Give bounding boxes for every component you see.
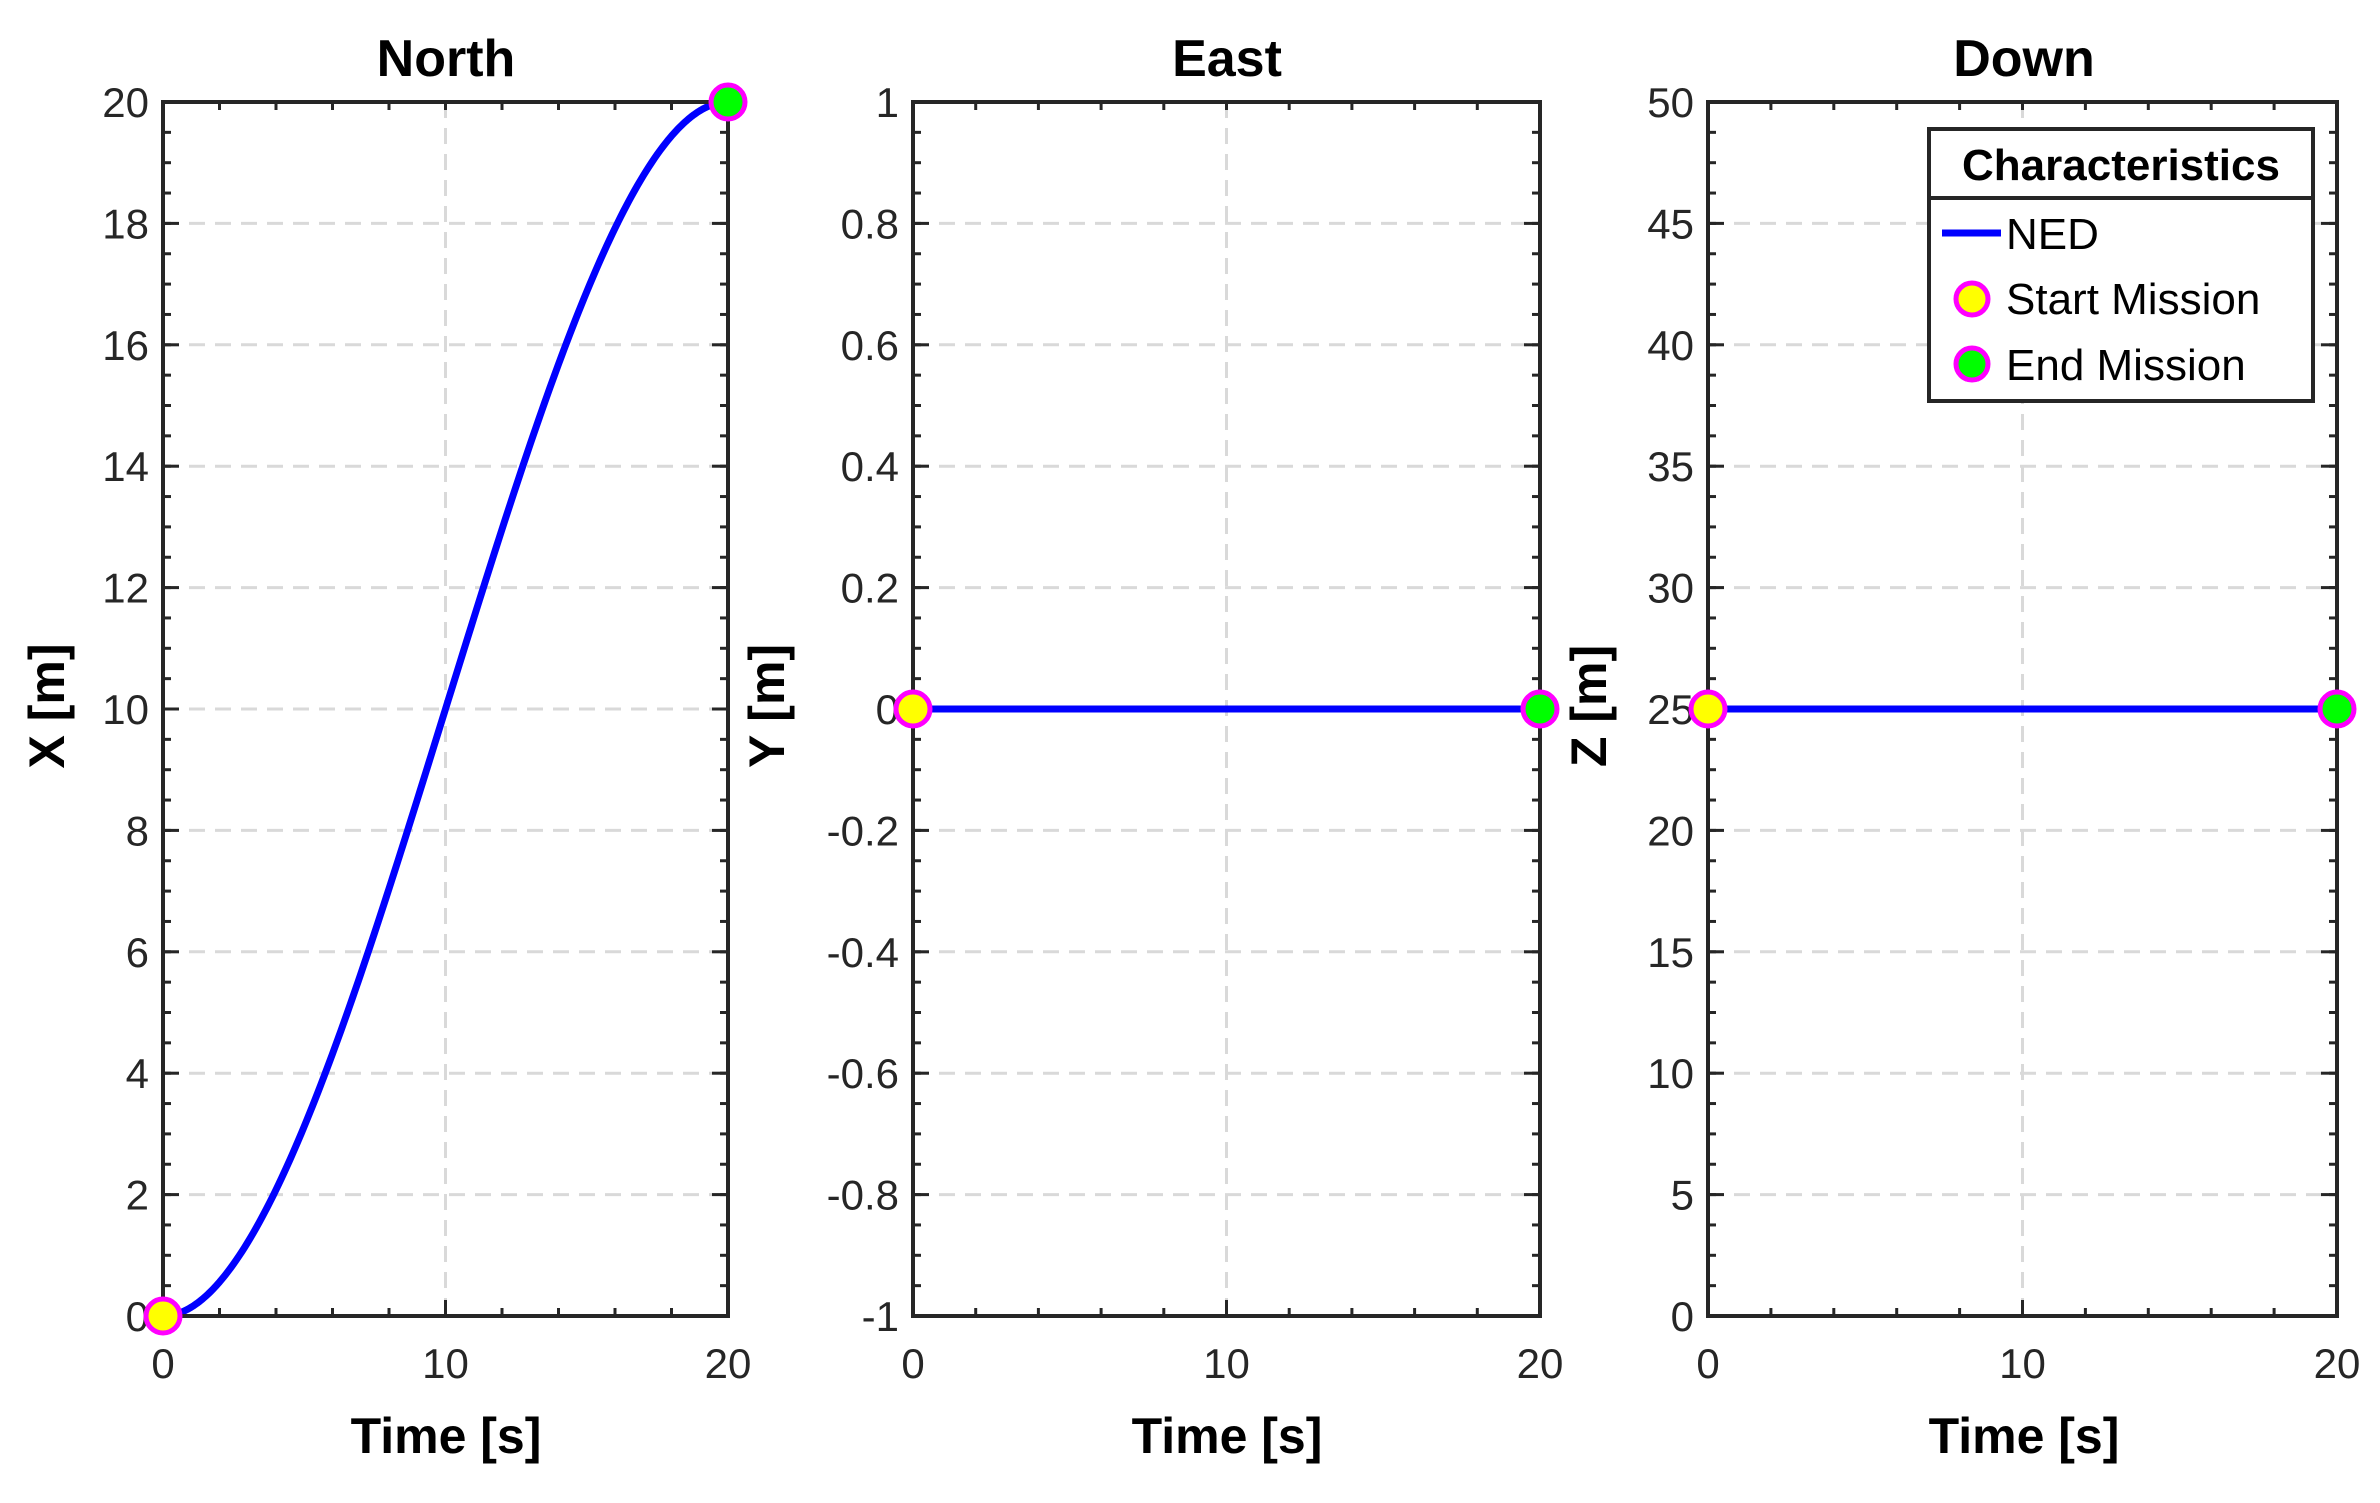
north-y-tick-label: 8 [126,807,149,854]
legend-start-label: Start Mission [2006,275,2260,324]
down-y-tick-label: 35 [1647,443,1694,490]
north-y-label: X [m] [19,644,75,769]
east-y-tick-label: -0.8 [827,1172,899,1219]
north-y-tick-label: 2 [126,1172,149,1219]
east-x-tick-label: 20 [1517,1340,1564,1387]
east-y-tick-label: 0.6 [841,322,899,369]
north-x-tick-label: 10 [422,1340,469,1387]
east-y-tick-label: 1 [876,79,899,126]
east-x-tick-label: 10 [1203,1340,1250,1387]
down-x-label: Time [s] [1929,1408,2120,1464]
down-x-tick-label: 20 [2314,1340,2361,1387]
east-y-tick-label: -0.6 [827,1050,899,1097]
east-y-label: Y [m] [739,644,795,768]
down-y-label: Z [m] [1561,645,1617,767]
legend-title: Characteristics [1962,141,2280,190]
east-y-tick-label: -0.2 [827,807,899,854]
north-start-mission-marker [143,1296,183,1336]
down-start-mission-marker [1688,689,1728,729]
down-y-tick-label: 10 [1647,1050,1694,1097]
east-x-tick-label: 0 [901,1340,924,1387]
down-y-tick-label: 15 [1647,929,1694,976]
down-y-tick-label: 20 [1647,807,1694,854]
east-x-label: Time [s] [1132,1408,1323,1464]
east-y-tick-label: -1 [862,1293,899,1340]
north-x-tick-label: 0 [151,1340,174,1387]
north-x-tick-label: 20 [705,1340,752,1387]
north-axes-frame [161,100,730,1318]
north-y-tick-label: 12 [102,565,149,612]
north-y-tick-label: 6 [126,929,149,976]
east-title: East [1172,30,1282,88]
legend-end-marker-icon [1953,345,1991,383]
down-y-tick-label: 50 [1647,79,1694,126]
north-y-tick-label: 16 [102,322,149,369]
down-x-tick-label: 10 [1999,1340,2046,1387]
down-end-mission-marker [2317,689,2357,729]
east-y-tick-label: 0.4 [841,443,899,490]
east-y-tick-label: 0.2 [841,565,899,612]
north-y-tick-label: 10 [102,686,149,733]
legend-start-marker-icon [1953,280,1991,318]
north-end-mission-marker [708,82,748,122]
legend: Characteristics NED Start Mission End Mi… [1927,127,2315,403]
down-y-tick-label: 45 [1647,200,1694,247]
legend-box [1927,127,2315,403]
north-y-tick-label: 4 [126,1050,149,1097]
north-y-tick-label: 14 [102,443,149,490]
north-title: North [377,30,516,88]
down-title: Down [1953,30,2095,88]
north-panel: North Time [s] X [m] 0 2 4 6 8 10 12 14 16 18 20 0 1… [19,30,751,1464]
east-y-tick-label: 0.8 [841,200,899,247]
east-y-tick-label: -0.4 [827,929,899,976]
down-x-tick-label: 0 [1696,1340,1719,1387]
down-y-tick-label: 40 [1647,322,1694,369]
east-end-mission-marker [1520,689,1560,729]
east-y-tick-label: 0 [876,686,899,733]
down-y-tick-label: 0 [1671,1293,1694,1340]
north-y-tick-label: 18 [102,200,149,247]
down-y-tick-label: 30 [1647,565,1694,612]
down-y-tick-label: 5 [1671,1172,1694,1219]
north-y-tick-label: 0 [126,1293,149,1340]
north-ned-series-line [162,98,729,1320]
north-y-tick-label: 20 [102,79,149,126]
north-x-label: Time [s] [351,1408,542,1464]
east-panel: East Time [s] Y [m] -1 -0.8 -0.6 -0.4 -0.2 0 0… [739,30,1563,1464]
legend-end-label: End Mission [2006,341,2246,390]
down-y-tick-label: 25 [1647,686,1694,733]
legend-ned-label: NED [2006,210,2099,259]
east-start-mission-marker [893,689,933,729]
